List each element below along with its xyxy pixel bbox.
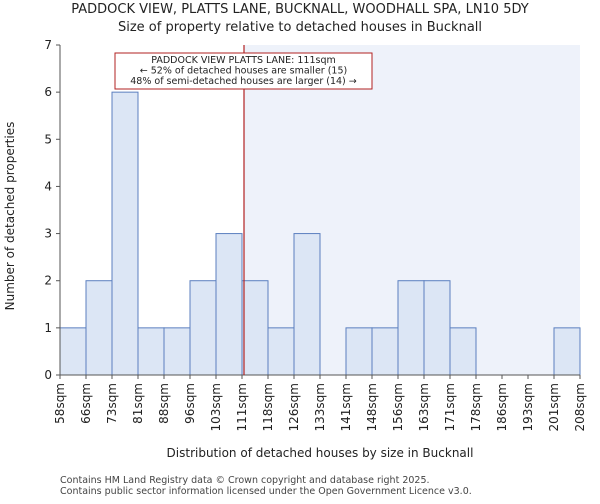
histogram-bar <box>215 233 243 376</box>
plot-area: 0 1 2 3 4 5 6 7 58sqm 66sqm 73sqm 81sqm 88sqm 96sqm 10… <box>44 38 587 431</box>
x-tick-label: 193sqm <box>521 383 535 431</box>
histogram-bar <box>59 327 87 376</box>
y-tick-label: 2 <box>44 274 52 288</box>
histogram-bar <box>345 327 373 376</box>
histogram-bar <box>189 280 217 376</box>
annotation-text: ← 52% of detached houses are smaller (15… <box>140 66 347 77</box>
y-tick-label: 4 <box>44 179 52 193</box>
annotation-box <box>114 52 373 90</box>
histogram-bar <box>553 327 581 376</box>
x-tick-label: 141sqm <box>339 383 353 431</box>
histogram-bar <box>85 280 113 376</box>
x-tick-label: 88sqm <box>157 383 171 424</box>
annotation-text: PADDOCK VIEW PLATTS LANE: 111sqm <box>151 55 336 66</box>
histogram-bar <box>397 280 425 376</box>
chart-subtitle: Size of property relative to detached ho… <box>118 20 482 35</box>
x-tick-label: 96sqm <box>183 383 197 424</box>
histogram-bar <box>241 280 269 376</box>
x-tick-label: 163sqm <box>417 383 431 431</box>
histogram-bar <box>371 327 399 376</box>
x-tick-label: 111sqm <box>235 383 249 431</box>
y-tick-label: 6 <box>44 85 52 99</box>
histogram-bar <box>267 327 295 376</box>
x-tick-label: 81sqm <box>131 383 145 424</box>
histogram-bar <box>423 280 451 376</box>
x-tick-label: 126sqm <box>287 383 301 431</box>
chart-title: PADDOCK VIEW, PLATTS LANE, BUCKNALL, WOO… <box>71 2 529 17</box>
annotation-text: 48% of semi-detached houses are larger (… <box>130 76 357 87</box>
x-tick-label: 201sqm <box>547 383 561 431</box>
x-tick-label: 133sqm <box>313 383 327 431</box>
y-tick-label: 3 <box>44 227 52 241</box>
x-tick-label: 73sqm <box>105 383 119 424</box>
x-tick-label: 103sqm <box>209 383 223 431</box>
x-tick-label: 58sqm <box>53 383 67 424</box>
y-tick-label: 7 <box>44 38 52 52</box>
x-axis-label: Distribution of detached houses by size … <box>167 446 474 460</box>
x-tick-label: 178sqm <box>469 383 483 431</box>
y-axis-label: Number of detached properties <box>3 122 17 311</box>
x-tick-label: 156sqm <box>391 383 405 431</box>
x-tick-label: 66sqm <box>79 383 93 424</box>
x-tick-label: 171sqm <box>443 383 457 431</box>
y-tick-label: 1 <box>44 321 52 335</box>
histogram-bar <box>293 233 321 376</box>
x-tick-label: 208sqm <box>573 383 587 431</box>
footer-line: Contains HM Land Registry data © Crown c… <box>60 475 430 486</box>
histogram-bar <box>449 327 477 376</box>
footer-line: Contains public sector information licen… <box>60 486 472 497</box>
histogram-bar <box>163 327 191 376</box>
histogram-bar <box>111 91 139 376</box>
x-tick-label: 186sqm <box>495 383 509 431</box>
y-tick-label: 0 <box>44 368 52 382</box>
histogram-bar <box>137 327 165 376</box>
y-tick-label: 5 <box>44 132 52 146</box>
x-tick-label: 118sqm <box>261 383 275 431</box>
x-tick-label: 148sqm <box>365 383 379 431</box>
